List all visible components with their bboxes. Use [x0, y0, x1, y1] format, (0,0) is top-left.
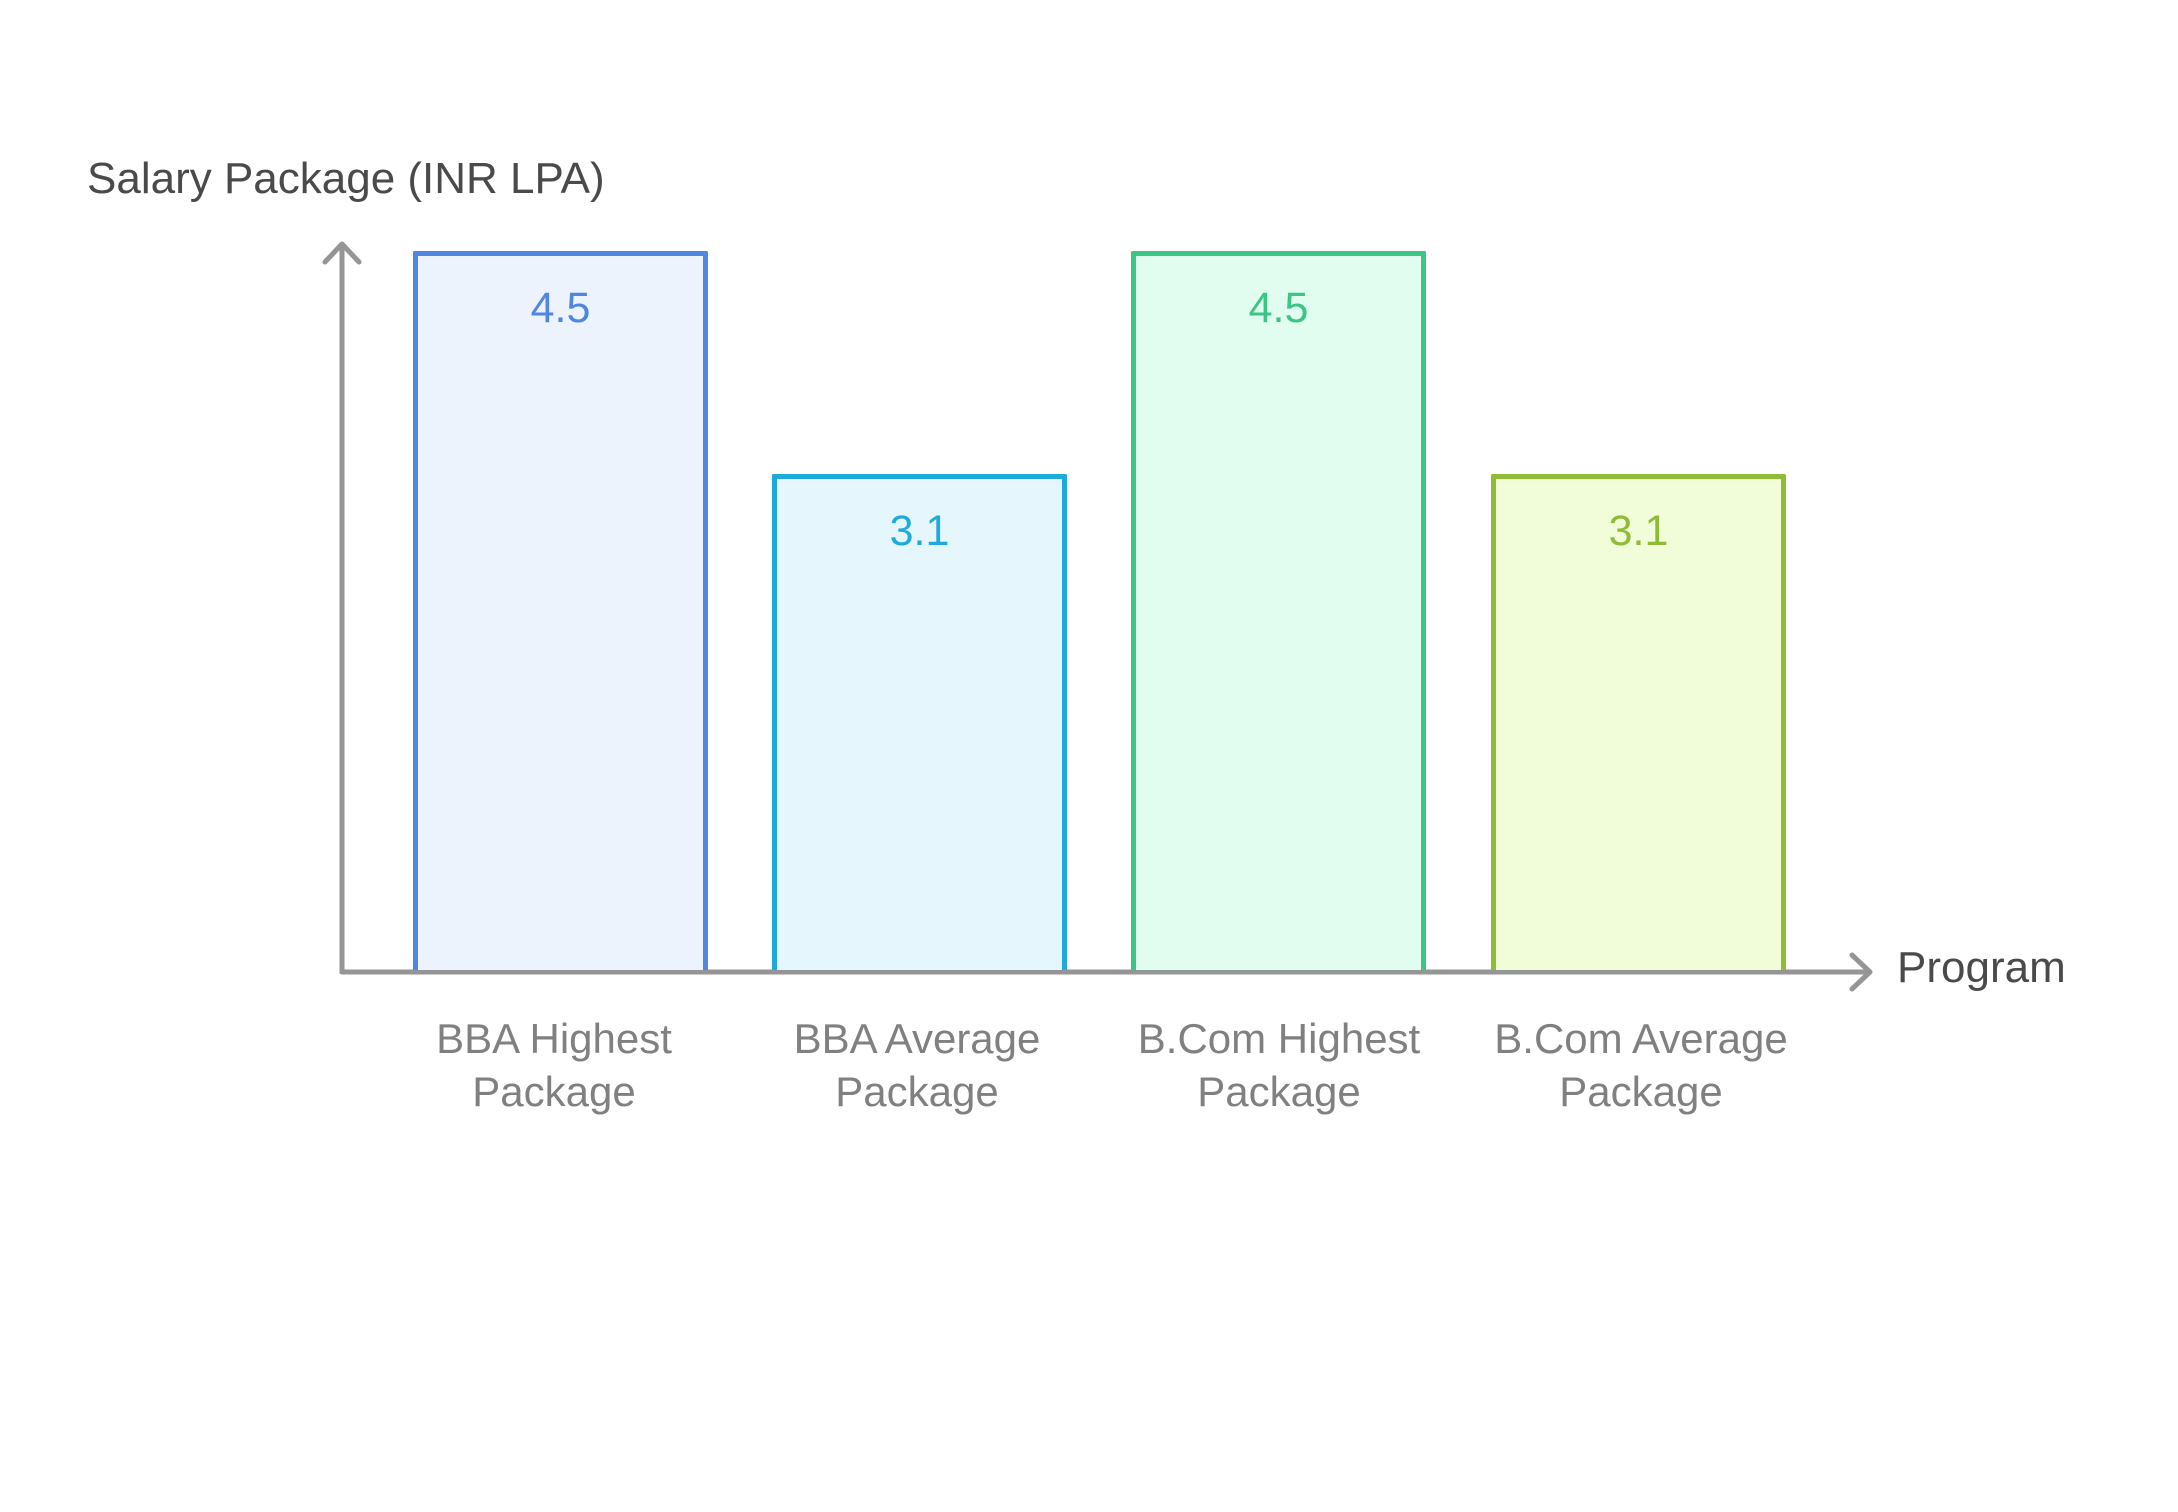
category-label-bba-highest: BBA Highest Package	[384, 1012, 724, 1118]
category-label-line: Package	[1197, 1068, 1361, 1115]
category-label-line: BBA Highest	[436, 1015, 672, 1062]
bar-value-label: 3.1	[1608, 507, 1669, 555]
bar-value-label: 3.1	[889, 507, 950, 555]
category-label-bcom-average: B.Com Average Package	[1471, 1012, 1811, 1118]
x-axis-arrow-icon	[1849, 952, 1873, 992]
category-label-bcom-highest: B.Com Highest Package	[1109, 1012, 1449, 1118]
category-label-line: Package	[835, 1068, 999, 1115]
y-axis-label: Salary Package (INR LPA)	[87, 154, 605, 203]
bar-value-label: 4.5	[1248, 284, 1309, 332]
category-label-line: B.Com Average	[1494, 1015, 1788, 1062]
category-label-line: BBA Average	[793, 1015, 1041, 1062]
y-axis-arrow-icon	[322, 241, 362, 265]
category-label-line: Package	[472, 1068, 636, 1115]
bar-bba-highest: 4.5	[413, 251, 708, 970]
category-label-line: B.Com Highest	[1137, 1015, 1421, 1062]
category-label-bba-average: BBA Average Package	[747, 1012, 1087, 1118]
bar-value-label: 4.5	[530, 284, 591, 332]
bar-bcom-highest: 4.5	[1131, 251, 1426, 970]
bar-bba-average: 3.1	[772, 474, 1067, 970]
category-label-line: Package	[1559, 1068, 1723, 1115]
x-axis-label: Program	[1897, 943, 2066, 992]
bar-bcom-average: 3.1	[1491, 474, 1786, 970]
